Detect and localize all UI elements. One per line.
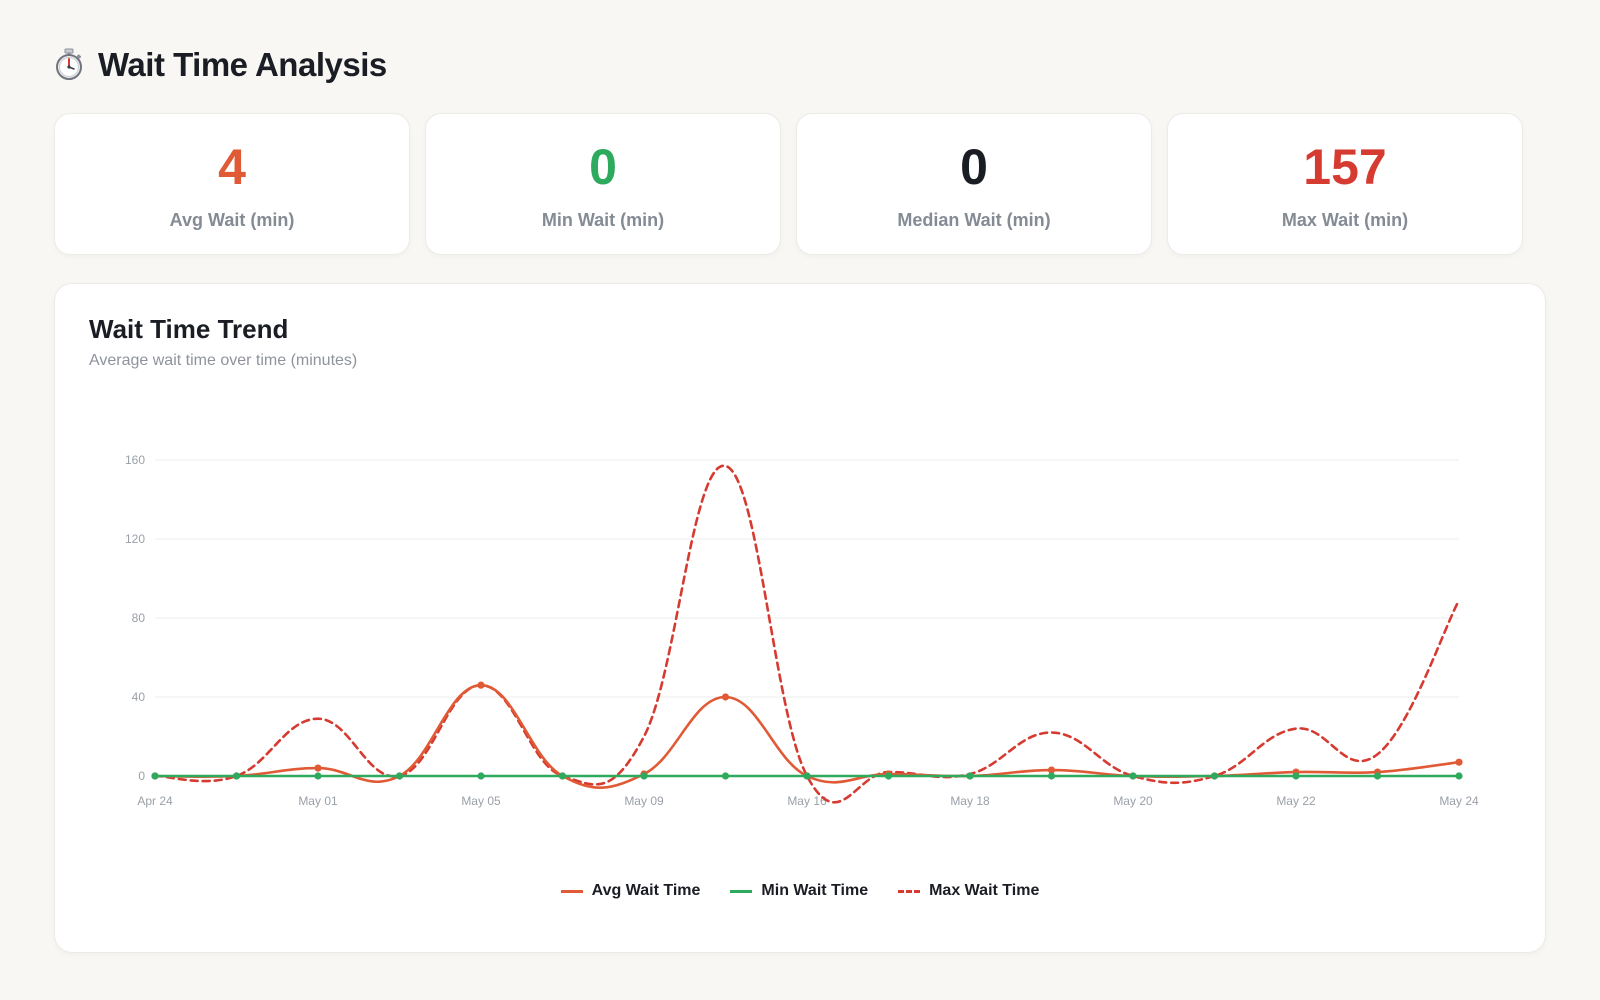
data-point-min-wait-time — [314, 772, 322, 780]
stat-value-avg: 4 — [218, 138, 246, 195]
data-point-min-wait-time — [1129, 772, 1137, 780]
legend-item-min-wait-time[interactable]: Min Wait Time — [730, 882, 868, 900]
data-point-avg-wait-time — [314, 764, 322, 772]
x-tick-label: Apr 24 — [137, 794, 173, 808]
chart-panel: 0 40 80 120 160 Apr 24 May 01 May 05 May 09 May 1… — [54, 283, 1546, 953]
data-point-min-wait-time — [151, 772, 159, 780]
y-tick-label: 160 — [125, 453, 145, 467]
chart-title: Wait Time Trend — [89, 314, 289, 344]
stat-label-max: Max Wait (min) — [1281, 209, 1409, 230]
data-point-min-wait-time — [721, 772, 730, 780]
x-tick-label: May 24 — [1439, 794, 1479, 808]
legend-label: Avg Wait Time — [591, 882, 701, 899]
y-tick-label: 0 — [138, 769, 145, 783]
x-tick-label: May 20 — [1113, 794, 1153, 808]
stat-value-median: 0 — [960, 138, 988, 195]
data-point-min-wait-time — [1047, 772, 1056, 780]
stat-card-max: 157 Max Wait (min) — [1167, 113, 1523, 255]
series-line-max-wait-time — [153, 464, 1461, 804]
data-point-min-wait-time — [1373, 772, 1382, 780]
y-tick-label: 120 — [125, 532, 145, 546]
stat-card-min: 0 Min Wait (min) — [425, 113, 781, 255]
x-tick-label: May 22 — [1276, 794, 1316, 808]
chart-subtitle: Average wait time over time (minutes) — [89, 352, 358, 369]
data-point-min-wait-time — [1292, 772, 1300, 780]
x-tick-label: May 09 — [624, 794, 664, 808]
data-point-min-wait-time — [477, 772, 485, 780]
data-point-avg-wait-time — [1047, 766, 1056, 774]
stat-value-max: 157 — [1303, 138, 1387, 195]
data-point-min-wait-time — [1210, 772, 1219, 780]
data-point-min-wait-time — [558, 772, 567, 780]
x-tick-label: May 16 — [787, 794, 827, 808]
page-header: Wait Time Analysis — [54, 46, 387, 84]
stat-value-min: 0 — [589, 138, 617, 195]
legend-label: Min Wait Time — [761, 882, 869, 899]
data-point-min-wait-time — [803, 772, 811, 780]
legend-swatch — [730, 889, 753, 893]
chart-legend: Avg Wait Time Min Wait Time Max Wait Time — [55, 882, 1545, 900]
x-tick-label: May 18 — [950, 794, 990, 808]
data-point-min-wait-time — [232, 772, 241, 780]
data-point-min-wait-time — [966, 772, 974, 780]
line-chart: 0 40 80 120 160 Apr 24 May 01 May 05 May 09 May 1… — [125, 453, 1479, 808]
page-title: Wait Time Analysis — [98, 46, 387, 83]
x-tick-label: May 01 — [298, 794, 338, 808]
x-tick-label: May 05 — [461, 794, 501, 808]
stat-label-min: Min Wait (min) — [541, 209, 665, 230]
y-tick-label: 80 — [132, 611, 146, 625]
data-point-min-wait-time — [640, 772, 648, 780]
data-point-min-wait-time — [1455, 772, 1463, 780]
stopwatch-icon — [54, 48, 84, 82]
legend-item-max-wait-time[interactable]: Max Wait Time — [898, 882, 1039, 900]
data-point-avg-wait-time — [721, 693, 730, 701]
data-point-min-wait-time — [395, 772, 404, 780]
data-point-min-wait-time — [884, 772, 893, 780]
legend-item-avg-wait-time[interactable]: Avg Wait Time — [560, 882, 701, 900]
stat-card-avg: 4 Avg Wait (min) — [54, 113, 410, 255]
legend-label: Max Wait Time — [929, 882, 1040, 899]
data-point-avg-wait-time — [477, 681, 485, 689]
stat-card-median: 0 Median Wait (min) — [796, 113, 1152, 255]
stat-label-median: Median Wait (min) — [897, 209, 1051, 230]
series-line-avg-wait-time — [153, 683, 1461, 789]
data-point-avg-wait-time — [1455, 758, 1463, 766]
legend-swatch — [898, 889, 921, 893]
legend-swatch — [560, 889, 583, 893]
y-tick-label: 40 — [132, 690, 146, 704]
stat-cards: 4 Avg Wait (min) 0 Min Wait (min) 0 Medi… — [54, 113, 1546, 255]
stat-label-avg: Avg Wait (min) — [169, 209, 295, 230]
